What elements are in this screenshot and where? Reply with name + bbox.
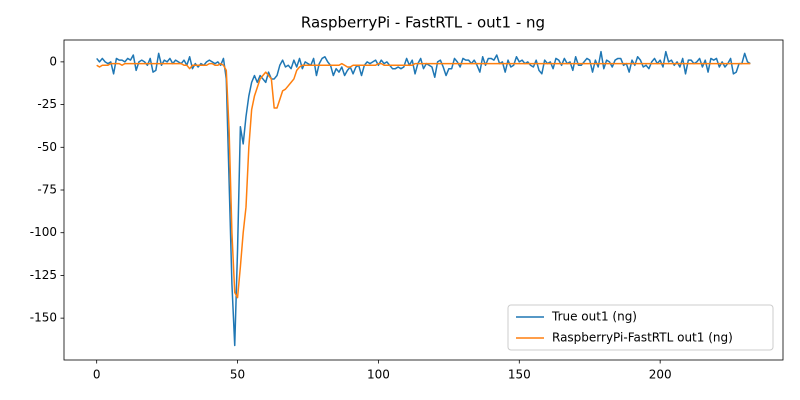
chart-title: RaspberryPi - FastRTL - out1 - ng: [301, 14, 545, 32]
y-tick-label: -125: [30, 268, 57, 282]
y-tick-label: 0: [49, 54, 57, 68]
y-tick-label: -75: [37, 183, 57, 197]
data-line: [96, 62, 751, 299]
data-line: [96, 50, 751, 347]
x-tick-label: 50: [230, 368, 245, 382]
legend-label: True out1 (ng): [551, 310, 637, 324]
y-tick-label: -100: [30, 225, 57, 239]
x-tick-label: 0: [93, 368, 101, 382]
x-tick-label: 200: [649, 368, 672, 382]
legend: True out1 (ng) RaspberryPi-FastRTL out1 (…: [507, 304, 774, 351]
y-tick-label: -25: [37, 97, 57, 111]
x-tick-label: 100: [367, 368, 390, 382]
legend-box: [507, 304, 774, 351]
legend-label: RaspberryPi-FastRTL out1 (ng): [552, 331, 733, 345]
plot-frame: [63, 39, 784, 361]
x-tick-label: 150: [508, 368, 531, 382]
y-tick-label: -150: [30, 311, 57, 325]
y-tick-label: -50: [37, 140, 57, 154]
